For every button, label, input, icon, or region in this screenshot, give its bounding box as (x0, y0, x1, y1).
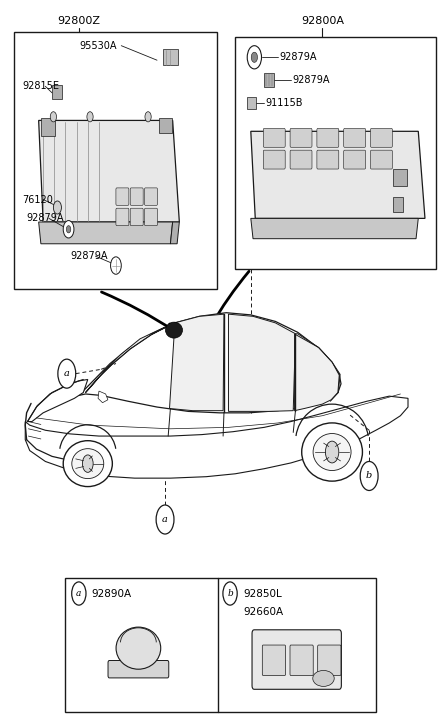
Polygon shape (295, 334, 339, 411)
FancyBboxPatch shape (317, 150, 339, 169)
FancyBboxPatch shape (263, 129, 285, 148)
FancyBboxPatch shape (264, 73, 275, 87)
FancyBboxPatch shape (263, 150, 285, 169)
Text: 92879A: 92879A (280, 52, 317, 63)
Text: a: a (64, 369, 70, 378)
Text: 92800A: 92800A (301, 16, 344, 26)
Circle shape (53, 201, 61, 214)
Circle shape (72, 582, 86, 605)
Ellipse shape (116, 627, 161, 669)
Text: b: b (366, 472, 372, 481)
Circle shape (63, 220, 74, 238)
FancyBboxPatch shape (108, 661, 169, 678)
Text: 91115B: 91115B (265, 98, 302, 108)
FancyBboxPatch shape (41, 119, 55, 136)
Text: 95530A: 95530A (79, 41, 117, 51)
Text: 76120: 76120 (22, 195, 53, 204)
Polygon shape (39, 121, 179, 222)
Polygon shape (170, 222, 179, 244)
Text: b: b (227, 589, 233, 598)
Circle shape (223, 582, 237, 605)
FancyBboxPatch shape (52, 85, 62, 100)
Polygon shape (251, 132, 425, 218)
FancyBboxPatch shape (344, 150, 366, 169)
Polygon shape (228, 314, 296, 411)
Text: a: a (162, 515, 168, 524)
FancyBboxPatch shape (393, 169, 407, 186)
Text: 92800Z: 92800Z (57, 16, 100, 26)
Ellipse shape (302, 423, 362, 481)
Ellipse shape (313, 670, 334, 686)
Text: a: a (76, 589, 82, 598)
FancyBboxPatch shape (145, 188, 157, 205)
FancyBboxPatch shape (116, 208, 129, 225)
Polygon shape (27, 379, 88, 422)
FancyBboxPatch shape (14, 32, 217, 289)
Circle shape (82, 455, 93, 473)
Ellipse shape (72, 449, 104, 478)
Text: 92879A: 92879A (26, 214, 64, 223)
FancyBboxPatch shape (263, 645, 285, 675)
Circle shape (251, 52, 258, 63)
Text: 92879A: 92879A (293, 75, 330, 85)
Polygon shape (25, 396, 408, 478)
FancyBboxPatch shape (130, 208, 143, 225)
FancyBboxPatch shape (145, 208, 157, 225)
Text: 92890A: 92890A (91, 589, 131, 598)
Circle shape (247, 46, 262, 69)
FancyBboxPatch shape (290, 150, 312, 169)
FancyBboxPatch shape (252, 630, 341, 689)
Circle shape (145, 112, 151, 122)
FancyBboxPatch shape (370, 129, 392, 148)
FancyBboxPatch shape (290, 645, 313, 675)
Text: 92879A: 92879A (70, 251, 108, 261)
FancyBboxPatch shape (163, 49, 178, 65)
FancyBboxPatch shape (370, 150, 392, 169)
FancyBboxPatch shape (130, 188, 143, 205)
Circle shape (325, 441, 339, 463)
FancyBboxPatch shape (235, 37, 436, 269)
Circle shape (58, 359, 76, 388)
FancyBboxPatch shape (344, 129, 366, 148)
Ellipse shape (313, 433, 351, 470)
FancyBboxPatch shape (65, 577, 376, 712)
Polygon shape (169, 314, 224, 411)
Text: 92815E: 92815E (22, 81, 59, 92)
FancyBboxPatch shape (393, 197, 403, 212)
Circle shape (50, 112, 56, 122)
FancyBboxPatch shape (159, 118, 172, 134)
Circle shape (111, 257, 121, 274)
Polygon shape (39, 222, 172, 244)
FancyBboxPatch shape (116, 188, 129, 205)
Circle shape (156, 505, 174, 534)
FancyBboxPatch shape (290, 129, 312, 148)
Ellipse shape (165, 322, 182, 338)
Polygon shape (98, 391, 108, 403)
FancyBboxPatch shape (318, 645, 341, 675)
Circle shape (66, 225, 71, 233)
Text: 92660A: 92660A (243, 607, 284, 617)
Polygon shape (251, 218, 418, 238)
FancyBboxPatch shape (151, 666, 161, 674)
FancyBboxPatch shape (247, 97, 256, 109)
FancyBboxPatch shape (116, 666, 125, 674)
Ellipse shape (63, 441, 112, 486)
Circle shape (360, 462, 378, 491)
Text: 92850L: 92850L (243, 589, 282, 598)
FancyBboxPatch shape (317, 129, 339, 148)
Circle shape (87, 112, 93, 122)
Polygon shape (79, 313, 341, 413)
Polygon shape (86, 326, 168, 393)
